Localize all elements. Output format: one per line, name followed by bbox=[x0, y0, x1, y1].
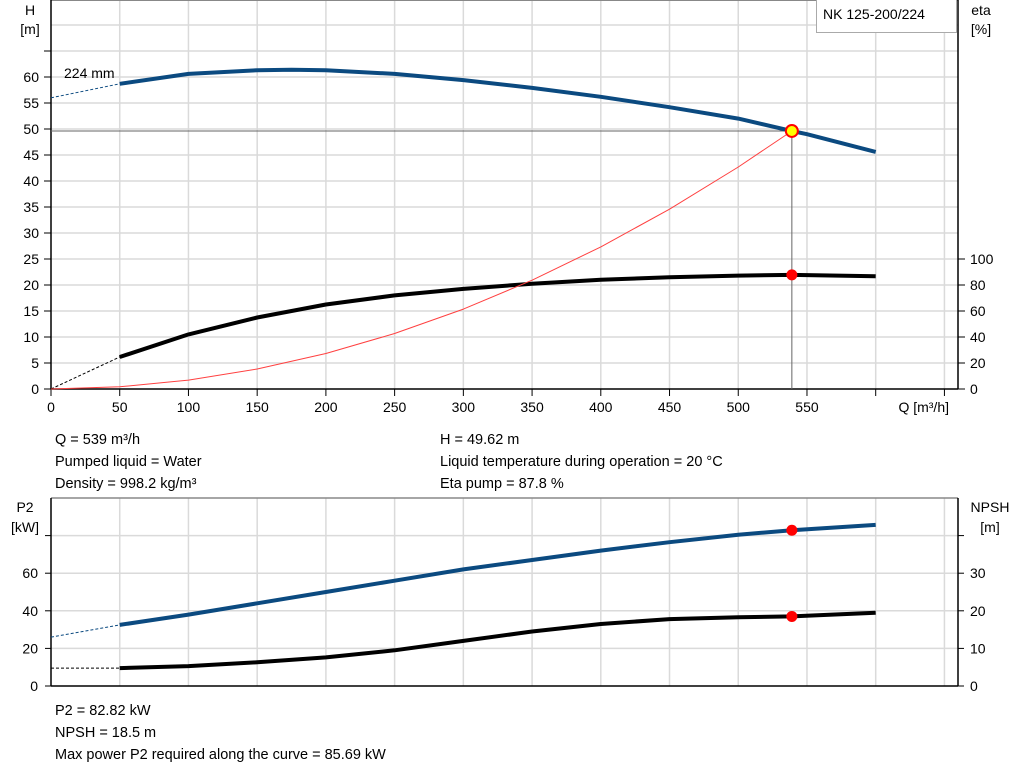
eta-curve-extrapolated bbox=[50, 356, 120, 390]
duty-point-npsh bbox=[786, 610, 798, 622]
liquid-temperature: Liquid temperature during operation = 20… bbox=[440, 454, 723, 470]
y-tick-label-right: 40 bbox=[970, 329, 986, 345]
y-tick-label-left: 55 bbox=[23, 95, 39, 111]
impeller-diameter-label: 224 mm bbox=[64, 65, 115, 81]
y-tick-label-left: 20 bbox=[22, 640, 38, 656]
y-tick-label-right: 60 bbox=[970, 303, 986, 319]
x-tick-label: 0 bbox=[47, 399, 55, 415]
x-axis-label: Q [m³/h] bbox=[898, 399, 949, 415]
head-value: H = 49.62 m bbox=[440, 432, 520, 448]
y-tick-label-left: 60 bbox=[23, 69, 39, 85]
y-axis-unit-right: [m] bbox=[980, 519, 999, 535]
y-tick-label-left: 0 bbox=[31, 381, 39, 397]
flow-value: Q = 539 m³/h bbox=[55, 432, 141, 448]
y-axis-label-right: NPSH bbox=[971, 499, 1010, 515]
y-tick-label-left: 15 bbox=[23, 303, 39, 319]
info-top-right: H = 49.62 m Liquid temperature during op… bbox=[440, 429, 723, 495]
model-label: NK 125-200/224 bbox=[823, 6, 925, 22]
y-tick-label-left: 50 bbox=[23, 121, 39, 137]
x-tick-label: 50 bbox=[112, 399, 128, 415]
y-tick-label-right: 100 bbox=[970, 251, 994, 267]
head-curve bbox=[119, 67, 877, 154]
y-tick-label-right: 20 bbox=[970, 603, 986, 619]
info-bottom: P2 = 82.82 kW NPSH = 18.5 m Max power P2… bbox=[55, 700, 386, 766]
density-value: Density = 998.2 kg/m³ bbox=[55, 476, 197, 492]
x-tick-label: 500 bbox=[727, 399, 751, 415]
pumped-liquid: Pumped liquid = Water bbox=[55, 454, 202, 470]
y-axis-label-left: P2 bbox=[16, 499, 33, 515]
x-tick-label: 450 bbox=[658, 399, 682, 415]
head-curve-extrapolated bbox=[50, 83, 120, 99]
y-tick-label-right: 10 bbox=[970, 640, 986, 656]
x-tick-label: 350 bbox=[520, 399, 544, 415]
x-tick-label: 550 bbox=[795, 399, 819, 415]
y-tick-label-left: 45 bbox=[23, 147, 39, 163]
y-tick-label-right: 80 bbox=[970, 277, 986, 293]
max-power-value: Max power P2 required along the curve = … bbox=[55, 747, 386, 763]
x-tick-label: 250 bbox=[383, 399, 407, 415]
npsh-value: NPSH = 18.5 m bbox=[55, 725, 157, 741]
duty-point-eta bbox=[786, 269, 798, 281]
y-tick-label-left: 30 bbox=[23, 225, 39, 241]
model-label-box bbox=[816, 0, 957, 33]
duty-point-head bbox=[784, 123, 799, 138]
y-tick-label-right: 30 bbox=[970, 565, 986, 581]
p2-curve bbox=[119, 522, 876, 627]
y-tick-label-left: 40 bbox=[22, 603, 38, 619]
system-curve bbox=[50, 130, 793, 390]
npsh-curve bbox=[119, 610, 876, 671]
y-axis-unit-left: [m] bbox=[20, 21, 39, 37]
info-top-left: Q = 539 m³/h Pumped liquid = Water Densi… bbox=[55, 429, 202, 495]
y-tick-label-left: 0 bbox=[30, 678, 38, 694]
y-tick-label-left: 35 bbox=[23, 199, 39, 215]
y-tick-label-left: 20 bbox=[23, 277, 39, 293]
y-axis-unit-left: [kW] bbox=[11, 519, 39, 535]
y-tick-label-right: 20 bbox=[970, 355, 986, 371]
x-tick-label: 100 bbox=[177, 399, 201, 415]
y-tick-label-right: 0 bbox=[970, 678, 978, 694]
p2-curve-extrapolated bbox=[50, 624, 120, 638]
duty-point-p2 bbox=[786, 524, 798, 536]
y-tick-label-left: 5 bbox=[31, 355, 39, 371]
y-tick-label-left: 40 bbox=[23, 173, 39, 189]
y-tick-label-left: 60 bbox=[22, 565, 38, 581]
x-tick-label: 200 bbox=[314, 399, 338, 415]
y-tick-label-left: 10 bbox=[23, 329, 39, 345]
y-tick-label-right: 0 bbox=[970, 381, 978, 397]
eta-curve bbox=[119, 272, 876, 359]
y-tick-label-left: 25 bbox=[23, 251, 39, 267]
x-tick-label: 300 bbox=[452, 399, 476, 415]
eta-pump-value: Eta pump = 87.8 % bbox=[440, 476, 564, 492]
y-axis-unit-right: [%] bbox=[971, 21, 991, 37]
x-tick-label: 150 bbox=[245, 399, 269, 415]
y-axis-label-left: H bbox=[25, 2, 35, 18]
x-tick-label: 400 bbox=[589, 399, 613, 415]
y-axis-label-right: eta bbox=[971, 2, 991, 18]
p2-value: P2 = 82.82 kW bbox=[55, 703, 151, 719]
